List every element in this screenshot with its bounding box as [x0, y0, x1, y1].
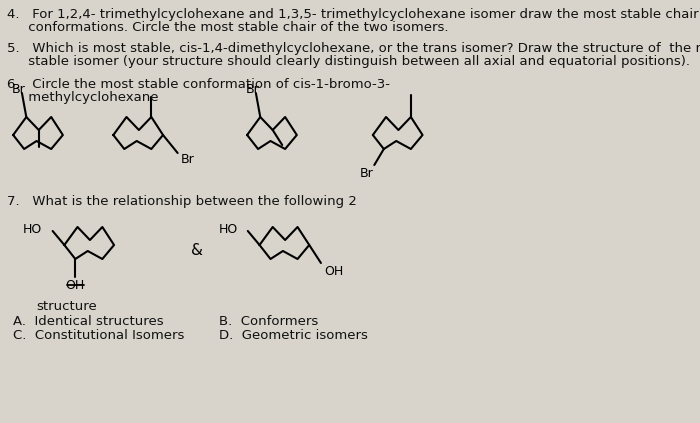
Text: stable isomer (your structure should clearly distinguish between all axial and e: stable isomer (your structure should cle…	[7, 55, 690, 68]
Text: 6.   Circle the most stable conformation of cis-1-bromo-3-: 6. Circle the most stable conformation o…	[7, 78, 391, 91]
Text: A.  Identical structures: A. Identical structures	[13, 315, 164, 328]
Text: OH: OH	[66, 278, 85, 291]
Text: methylcyclohexane: methylcyclohexane	[7, 91, 159, 104]
Text: Br: Br	[12, 82, 26, 96]
Text: Br: Br	[181, 153, 195, 165]
Text: &: &	[191, 242, 204, 258]
Text: structure: structure	[36, 300, 97, 313]
Text: 5.   Which is most stable, cis-1,4-dimethylcyclohexane, or the trans isomer? Dra: 5. Which is most stable, cis-1,4-dimethy…	[7, 42, 700, 55]
Text: D.  Geometric isomers: D. Geometric isomers	[219, 329, 368, 342]
Text: HO: HO	[218, 222, 237, 236]
Text: HO: HO	[23, 222, 43, 236]
Text: Br: Br	[246, 82, 260, 96]
Text: 4.   For 1,2,4- trimethylcyclohexane and 1,3,5- trimethylcyclohexane isomer draw: 4. For 1,2,4- trimethylcyclohexane and 1…	[7, 8, 699, 21]
Text: OH: OH	[324, 264, 343, 277]
Text: 7.   What is the relationship between the following 2: 7. What is the relationship between the …	[7, 195, 357, 208]
Text: Br: Br	[360, 167, 374, 179]
Text: C.  Constitutional Isomers: C. Constitutional Isomers	[13, 329, 185, 342]
Text: conformations. Circle the most stable chair of the two isomers.: conformations. Circle the most stable ch…	[7, 21, 449, 34]
Text: B.  Conformers: B. Conformers	[219, 315, 318, 328]
